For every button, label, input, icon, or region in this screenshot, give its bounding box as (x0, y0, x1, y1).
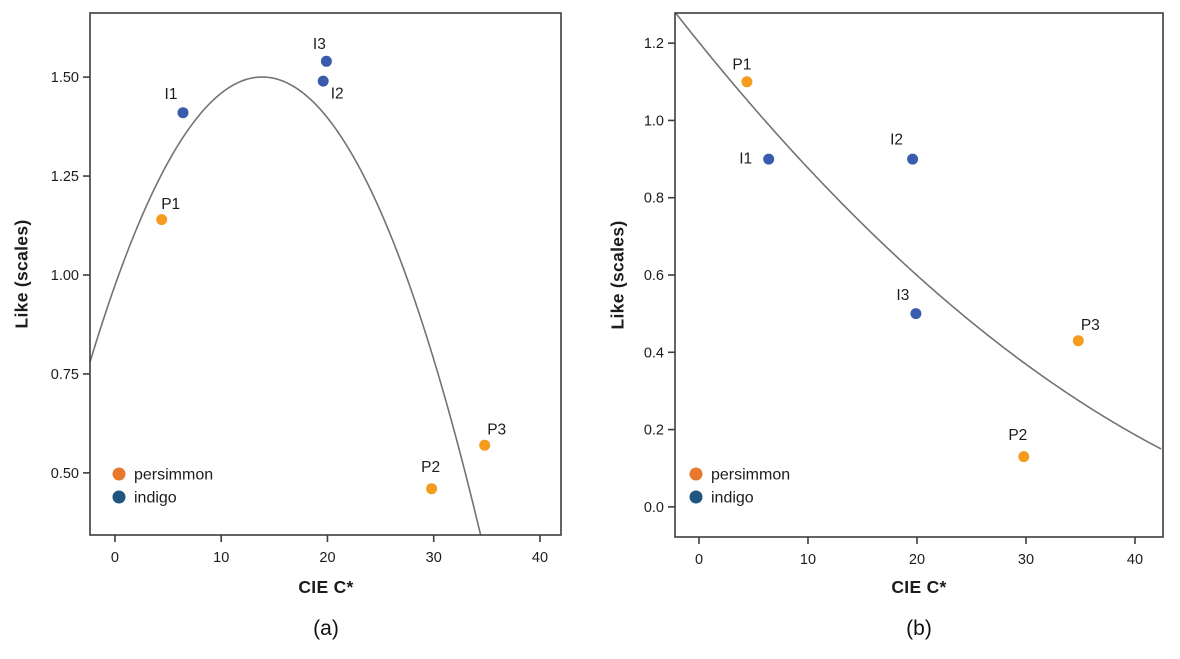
data-point-P3 (479, 439, 491, 451)
y-tick-label: 0.0 (644, 500, 664, 516)
y-tick-label: 1.25 (51, 169, 79, 185)
caption-a: (a) (313, 617, 339, 640)
x-tick-label: 30 (1018, 552, 1034, 568)
point-label-I3: I3 (896, 287, 909, 304)
x-tick-label: 40 (1127, 552, 1143, 568)
legend-swatch-persimmon (689, 467, 703, 481)
data-point-P1 (156, 214, 168, 226)
x-axis-title-b: CIE C* (891, 577, 947, 597)
y-tick-label: 1.00 (51, 268, 79, 284)
point-label-P1: P1 (732, 56, 751, 73)
data-point-P2 (1018, 451, 1030, 463)
caption-b: (b) (906, 617, 932, 640)
data-point-P3 (1072, 335, 1084, 347)
x-tick-label: 20 (319, 550, 335, 566)
point-label-P2: P2 (421, 459, 440, 476)
y-tick-label: 0.6 (644, 268, 664, 284)
legend-swatch-indigo (689, 490, 703, 504)
data-point-I3 (910, 308, 922, 320)
data-point-I1 (763, 153, 775, 165)
y-axis-title-a: Like (scales) (11, 219, 32, 329)
y-tick-label: 0.75 (51, 367, 79, 383)
point-label-I2: I2 (331, 86, 344, 103)
x-tick-label: 40 (532, 550, 548, 566)
fit-curve (90, 76, 482, 535)
y-axis-title-b: Like (scales) (607, 220, 628, 330)
legend-label-persimmon: persimmon (134, 467, 213, 484)
legend-swatch-indigo (112, 490, 126, 504)
plot-frame (674, 12, 1164, 538)
y-tick-label: 0.50 (51, 466, 79, 482)
y-tick-label: 0.8 (644, 191, 664, 207)
y-tick-label: 1.2 (644, 36, 664, 52)
point-label-P3: P3 (1081, 317, 1100, 334)
legend-label-persimmon: persimmon (711, 467, 790, 484)
x-tick-label: 20 (909, 552, 925, 568)
data-point-P2 (426, 483, 438, 495)
x-tick-label: 0 (695, 552, 703, 568)
x-axis-title-a: CIE C* (298, 577, 354, 597)
y-tick-label: 0.2 (644, 423, 664, 439)
data-point-I3 (320, 55, 332, 67)
x-tick-label: 10 (800, 552, 816, 568)
plot-frame (89, 12, 562, 536)
x-tick-label: 30 (426, 550, 442, 566)
data-point-P1 (741, 76, 753, 88)
y-tick-label: 1.0 (644, 113, 664, 129)
legend-label-indigo: indigo (134, 490, 177, 507)
data-point-I1 (177, 107, 189, 119)
chart-a-plot: 0 10 20 30 40 0.50 0.75 1.00 1.25 1.50 P1 P2 P3 I1 I2 I… (51, 12, 562, 566)
x-tick-label: 10 (213, 550, 229, 566)
y-tick-label: 0.4 (644, 345, 664, 361)
point-label-I1: I1 (165, 86, 178, 103)
point-label-P1: P1 (161, 196, 180, 213)
point-label-I2: I2 (890, 132, 903, 149)
data-point-I2 (907, 153, 919, 165)
x-tick-label: 0 (111, 550, 119, 566)
data-point-I2 (317, 75, 329, 87)
chart-b-plot: 0 10 20 30 40 0.0 0.2 0.4 0.6 0.8 1.0 1.2 P1 P2 P3 I1 I2… (644, 12, 1164, 568)
point-label-P3: P3 (487, 422, 506, 439)
point-label-P2: P2 (1008, 427, 1027, 444)
point-label-I1: I1 (739, 151, 752, 168)
legend-swatch-persimmon (112, 467, 126, 481)
fit-curve (675, 13, 1162, 450)
legend-label-indigo: indigo (711, 490, 754, 507)
point-label-I3: I3 (313, 36, 326, 53)
y-tick-label: 1.50 (51, 70, 79, 86)
